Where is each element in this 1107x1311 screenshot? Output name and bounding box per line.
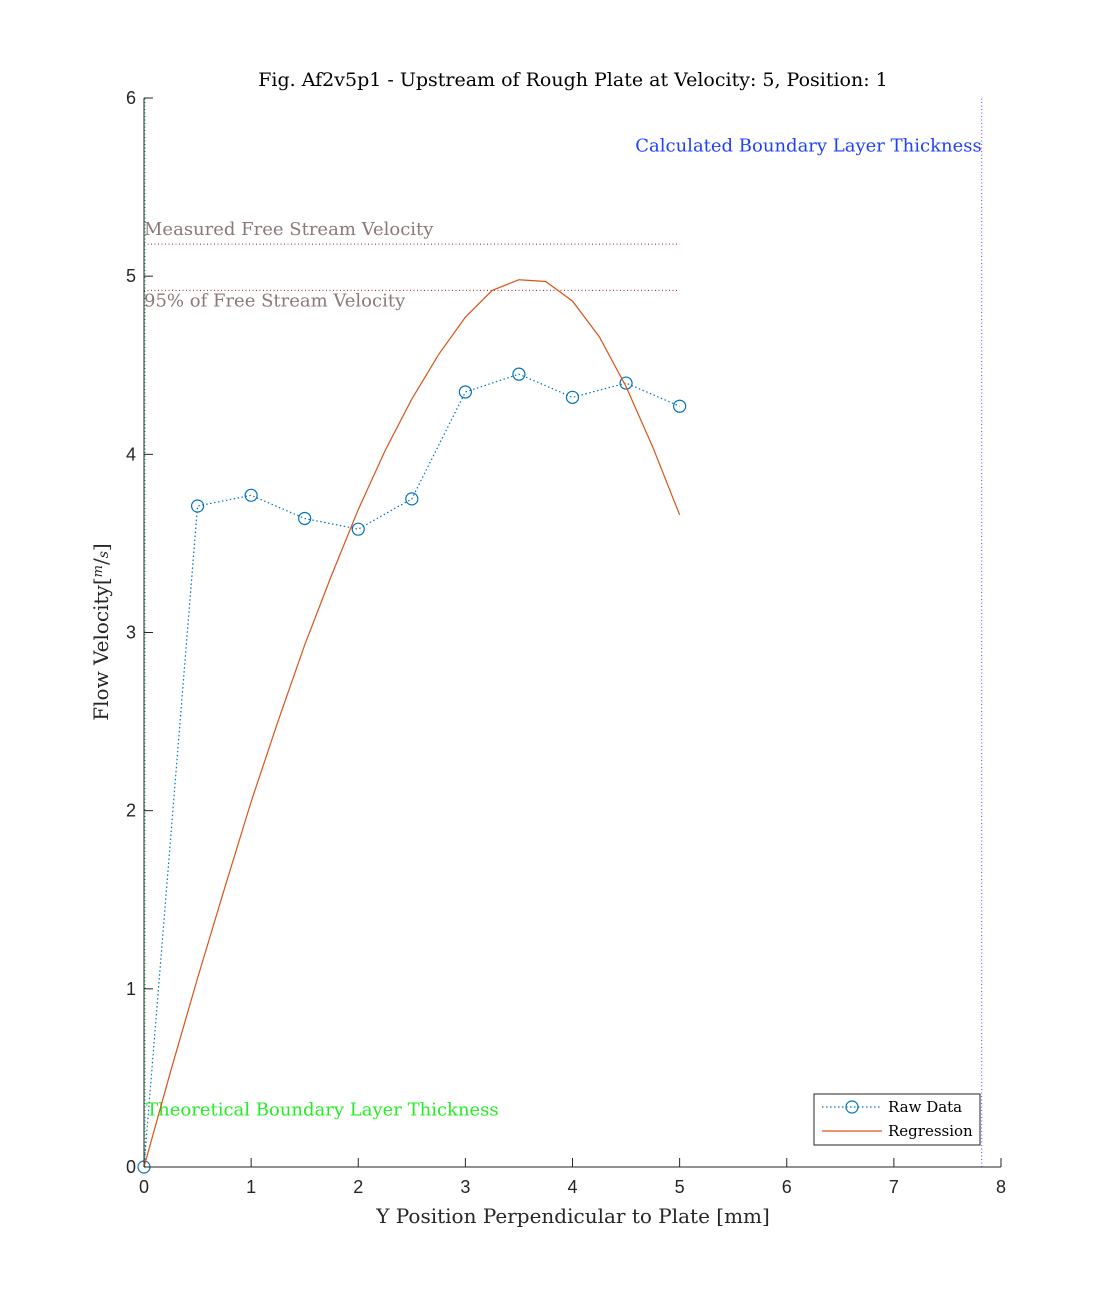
legend-raw-label: Raw Data (888, 1098, 962, 1116)
x-tick-label-1: 1 (246, 1177, 256, 1197)
x-tick-label-8: 8 (996, 1177, 1006, 1197)
data-point-0-1 (190, 499, 205, 513)
legend: Raw Data Regression (813, 1093, 981, 1146)
x-tick-label-5: 5 (675, 1177, 685, 1197)
y-tick-label-5: 5 (126, 266, 136, 286)
x-tick-label-4: 4 (567, 1177, 577, 1197)
x-tick-label-7: 7 (889, 1177, 899, 1197)
chart-title: Fig. Af2v5p1 - Upstream of Rough Plate a… (258, 69, 888, 91)
plot-area: Calculated Boundary Layer Thickness Measu… (137, 98, 983, 1174)
y-axis-label-unit-num: m (91, 565, 106, 577)
series-line-0 (143, 373, 680, 1168)
annotation-3: Theoretical Boundary Layer Thickness (146, 1099, 499, 1120)
y-tick-label-0: 0 (126, 1157, 136, 1177)
y-tick-label-3: 3 (126, 623, 136, 643)
x-tick-label-2: 2 (353, 1177, 363, 1197)
x-tick-label-3: 3 (460, 1177, 470, 1197)
x-tick-label-0: 0 (139, 1177, 149, 1197)
legend-raw-marker (845, 1100, 859, 1114)
svg-text:Flow Velocity[m/s]: Flow Velocity[m/s] (89, 543, 113, 721)
data-point-0-4 (351, 522, 365, 536)
y-axis-label: Flow Velocity[m/s] (89, 543, 113, 721)
y-tick-label-6: 6 (126, 88, 136, 108)
annotation-2: 95% of Free Stream Velocity (144, 290, 406, 311)
y-axis-label-close-bracket: ] (89, 543, 113, 551)
y-axis-label-slash: / (89, 558, 113, 565)
data-point-0-6 (458, 385, 472, 399)
y-axis-label-open-bracket: [ (89, 577, 113, 585)
y-tick-label-2: 2 (126, 801, 136, 821)
legend-regression-label: Regression (888, 1122, 973, 1140)
axis-ticks: 0 1 2 3 4 5 6 7 8 0 1 2 3 4 5 6 (126, 88, 1006, 1197)
data-point-0-8 (565, 390, 580, 404)
data-point-0-2 (244, 488, 258, 502)
x-tick-label-6: 6 (782, 1177, 792, 1197)
annotation-1: Measured Free Stream Velocity (144, 219, 434, 240)
data-point-0-3 (298, 511, 312, 526)
data-point-0-9 (619, 376, 633, 390)
y-axis-label-unit-den: s (96, 551, 112, 558)
data-point-0-7 (512, 367, 526, 381)
annotation-0: Calculated Boundary Layer Thickness (635, 135, 981, 156)
y-tick-label-4: 4 (126, 444, 136, 464)
data-point-0-10 (673, 399, 687, 413)
x-axis-label: Y Position Perpendicular to Plate [mm] (375, 1204, 770, 1228)
legend-box (813, 1093, 981, 1146)
y-tick-label-1: 1 (126, 979, 136, 999)
series-line-1 (143, 279, 681, 1168)
data-point-0-5 (405, 492, 419, 506)
y-axis-label-main: Flow Velocity (89, 584, 113, 720)
